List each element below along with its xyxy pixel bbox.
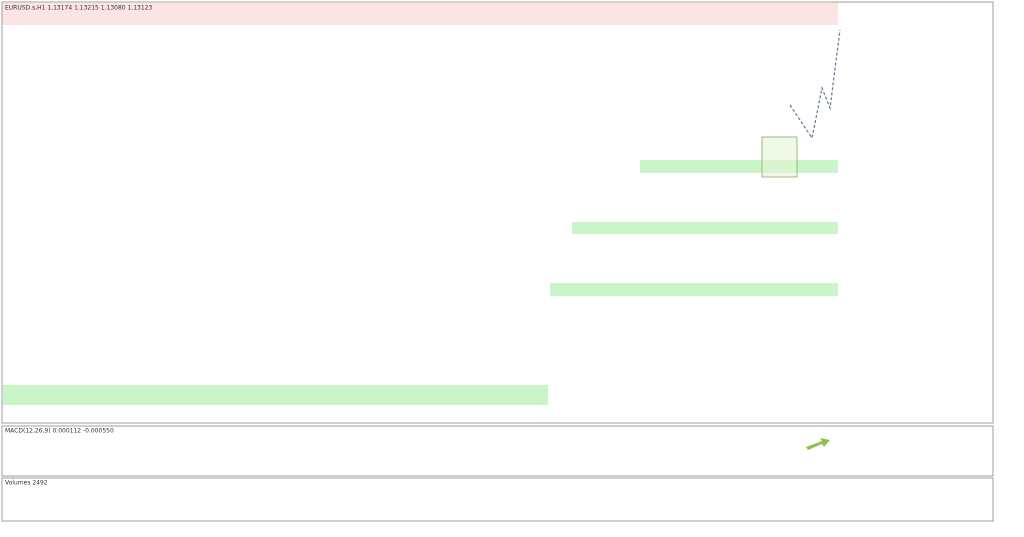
chart-header: EURUSD.s,H1 1.13174 1.13215 1.13080 1.13… [5,5,152,12]
forecast-arrow [806,438,830,450]
support-zone [550,283,838,296]
zones [2,3,838,405]
support-zone [640,160,838,173]
resistance-zone [2,3,838,25]
support-zone [572,222,838,234]
volume-label: Volumes 2492 [5,480,48,487]
main-pane-frame [1,1,994,424]
support-zone [3,385,548,405]
frames [1,1,994,522]
macd-pane-frame [1,425,994,477]
forecast-path [789,29,841,140]
macd-label: MACD(12,26,9) 0.000112 -0.000550 [5,428,114,435]
highlight-box [761,136,798,178]
volume-pane-frame [1,477,994,522]
